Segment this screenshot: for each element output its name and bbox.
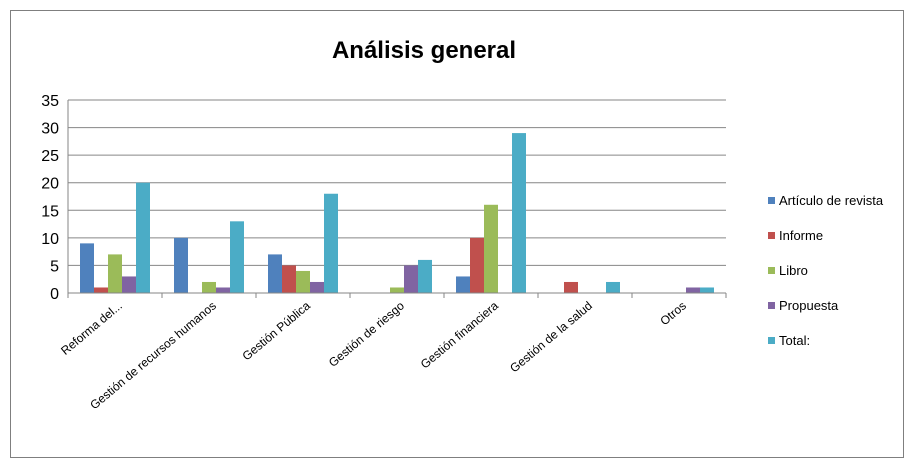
bar-propuesta bbox=[404, 265, 418, 293]
bar-informe bbox=[282, 265, 296, 293]
y-tick-label: 0 bbox=[50, 286, 59, 303]
y-tick-label: 10 bbox=[41, 231, 59, 248]
bar-total bbox=[606, 281, 620, 293]
x-category-label: Gestión de riesgo bbox=[326, 298, 407, 369]
x-category-label: Gestión de la salud bbox=[507, 299, 595, 376]
x-category-label: Gestión financiera bbox=[418, 298, 501, 371]
bar-libro bbox=[484, 204, 498, 293]
legend-label: Total: bbox=[779, 333, 810, 348]
bar-propuesta bbox=[216, 287, 230, 293]
bar-libro bbox=[390, 287, 404, 293]
bar-total bbox=[418, 259, 432, 293]
bar-total bbox=[700, 287, 714, 293]
bar-total bbox=[512, 133, 526, 293]
bar-informe bbox=[94, 287, 108, 293]
legend-swatch bbox=[768, 267, 775, 274]
legend-swatch bbox=[768, 197, 775, 204]
y-tick-label: 25 bbox=[41, 148, 59, 165]
bar-propuesta bbox=[122, 276, 136, 293]
chart-frame: Análisis general 0 5 10 15 20 25 30 35 Reforma d… bbox=[10, 10, 904, 458]
bar-informe bbox=[470, 237, 484, 293]
x-category-label: Gestión Pública bbox=[240, 298, 314, 363]
y-tick-label: 5 bbox=[50, 258, 59, 275]
legend-label: Propuesta bbox=[779, 298, 839, 313]
bar-chart: Análisis general 0 5 10 15 20 25 30 35 Reforma d… bbox=[41, 37, 884, 412]
y-tick-label: 35 bbox=[41, 93, 59, 110]
legend-swatch bbox=[768, 232, 775, 239]
legend-label: Libro bbox=[779, 263, 808, 278]
bar-informe bbox=[564, 281, 578, 293]
legend-swatch bbox=[768, 337, 775, 344]
bar-total bbox=[230, 221, 244, 293]
y-tick-label: 20 bbox=[41, 176, 59, 193]
bar-art-culo-de-revista bbox=[456, 276, 470, 293]
legend-label: Artículo de revista bbox=[779, 193, 884, 208]
bar-art-culo-de-revista bbox=[174, 237, 188, 293]
bar-total bbox=[324, 193, 338, 293]
x-category-label: Otros bbox=[657, 299, 688, 329]
bar-propuesta bbox=[686, 287, 700, 293]
bar-propuesta bbox=[310, 281, 324, 293]
bar-libro bbox=[296, 270, 310, 293]
bar-total bbox=[136, 182, 150, 293]
bar-libro bbox=[108, 254, 122, 293]
x-category-label: Reforma del... bbox=[58, 299, 125, 358]
legend-swatch bbox=[768, 302, 775, 309]
bars bbox=[80, 133, 714, 293]
gridlines bbox=[68, 99, 726, 266]
chart-title: Análisis general bbox=[332, 37, 516, 64]
y-tick-label: 15 bbox=[41, 203, 59, 220]
bar-art-culo-de-revista bbox=[80, 243, 94, 293]
bar-art-culo-de-revista bbox=[268, 254, 282, 293]
legend-label: Informe bbox=[779, 228, 823, 243]
legend: Artículo de revista Informe Libro Propuesta… bbox=[768, 193, 884, 348]
y-tick-label: 30 bbox=[41, 121, 59, 138]
bar-libro bbox=[202, 281, 216, 293]
